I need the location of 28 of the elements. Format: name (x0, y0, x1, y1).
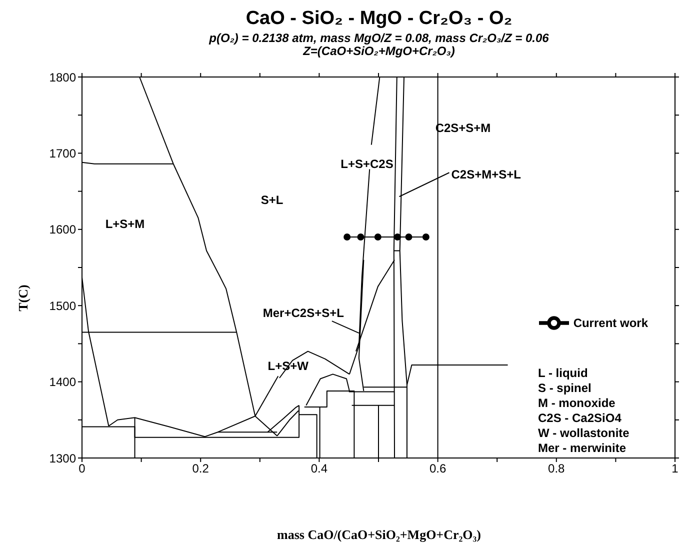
legend-label: Current work (573, 316, 648, 330)
chart-title: CaO - SiO₂ - MgO - Cr₂O₃ - O₂ (244, 8, 514, 30)
x-tick-label: 0 (78, 462, 86, 476)
x-tick-label: 0.2 (192, 462, 210, 476)
annotation: Mer+C2S+S+L (262, 306, 344, 320)
y-axis-title: T(C) (15, 284, 32, 312)
annotation: W - wollastonite (538, 426, 630, 441)
y-tick-label: 1300 (49, 451, 76, 466)
x-tick-label: 0.8 (548, 462, 566, 476)
annotation: C2S - Ca2SiO4 (538, 411, 622, 426)
annotation: C2S+M+S+L (451, 168, 521, 182)
y-tick-label: 1400 (49, 375, 76, 390)
annotation: M - monoxide (538, 396, 616, 411)
chart-subtitle: p(O₂) = 0.2138 atm, mass MgO/Z = 0.08, mass Cr₂O₃/Z = 0.06 Z=(CaO+SiO₂+MgO+Cr₂O₃) (208, 31, 550, 58)
y-tick-label: 1700 (49, 146, 76, 160)
y-tick-label: 1500 (49, 298, 76, 313)
x-tick-label: 0.4 (310, 462, 328, 476)
annotation: L+S+C2S (340, 157, 394, 171)
annotation: L+S+M (105, 217, 145, 231)
x-tick-label: 0.6 (429, 462, 446, 476)
annotation: L - liquid (538, 366, 589, 381)
y-tick-label: 1800 (49, 70, 76, 84)
y-tick-label: 1600 (49, 222, 76, 237)
x-tick-label: 1 (672, 462, 679, 476)
annotation: S - spinel (538, 381, 592, 396)
annotation: S+L (260, 193, 284, 207)
annotation: Mer - merwinite (538, 441, 628, 456)
x-axis-title: mass CaO/(CaO+SiO₂+MgO+Cr₂O₃) (276, 527, 482, 543)
